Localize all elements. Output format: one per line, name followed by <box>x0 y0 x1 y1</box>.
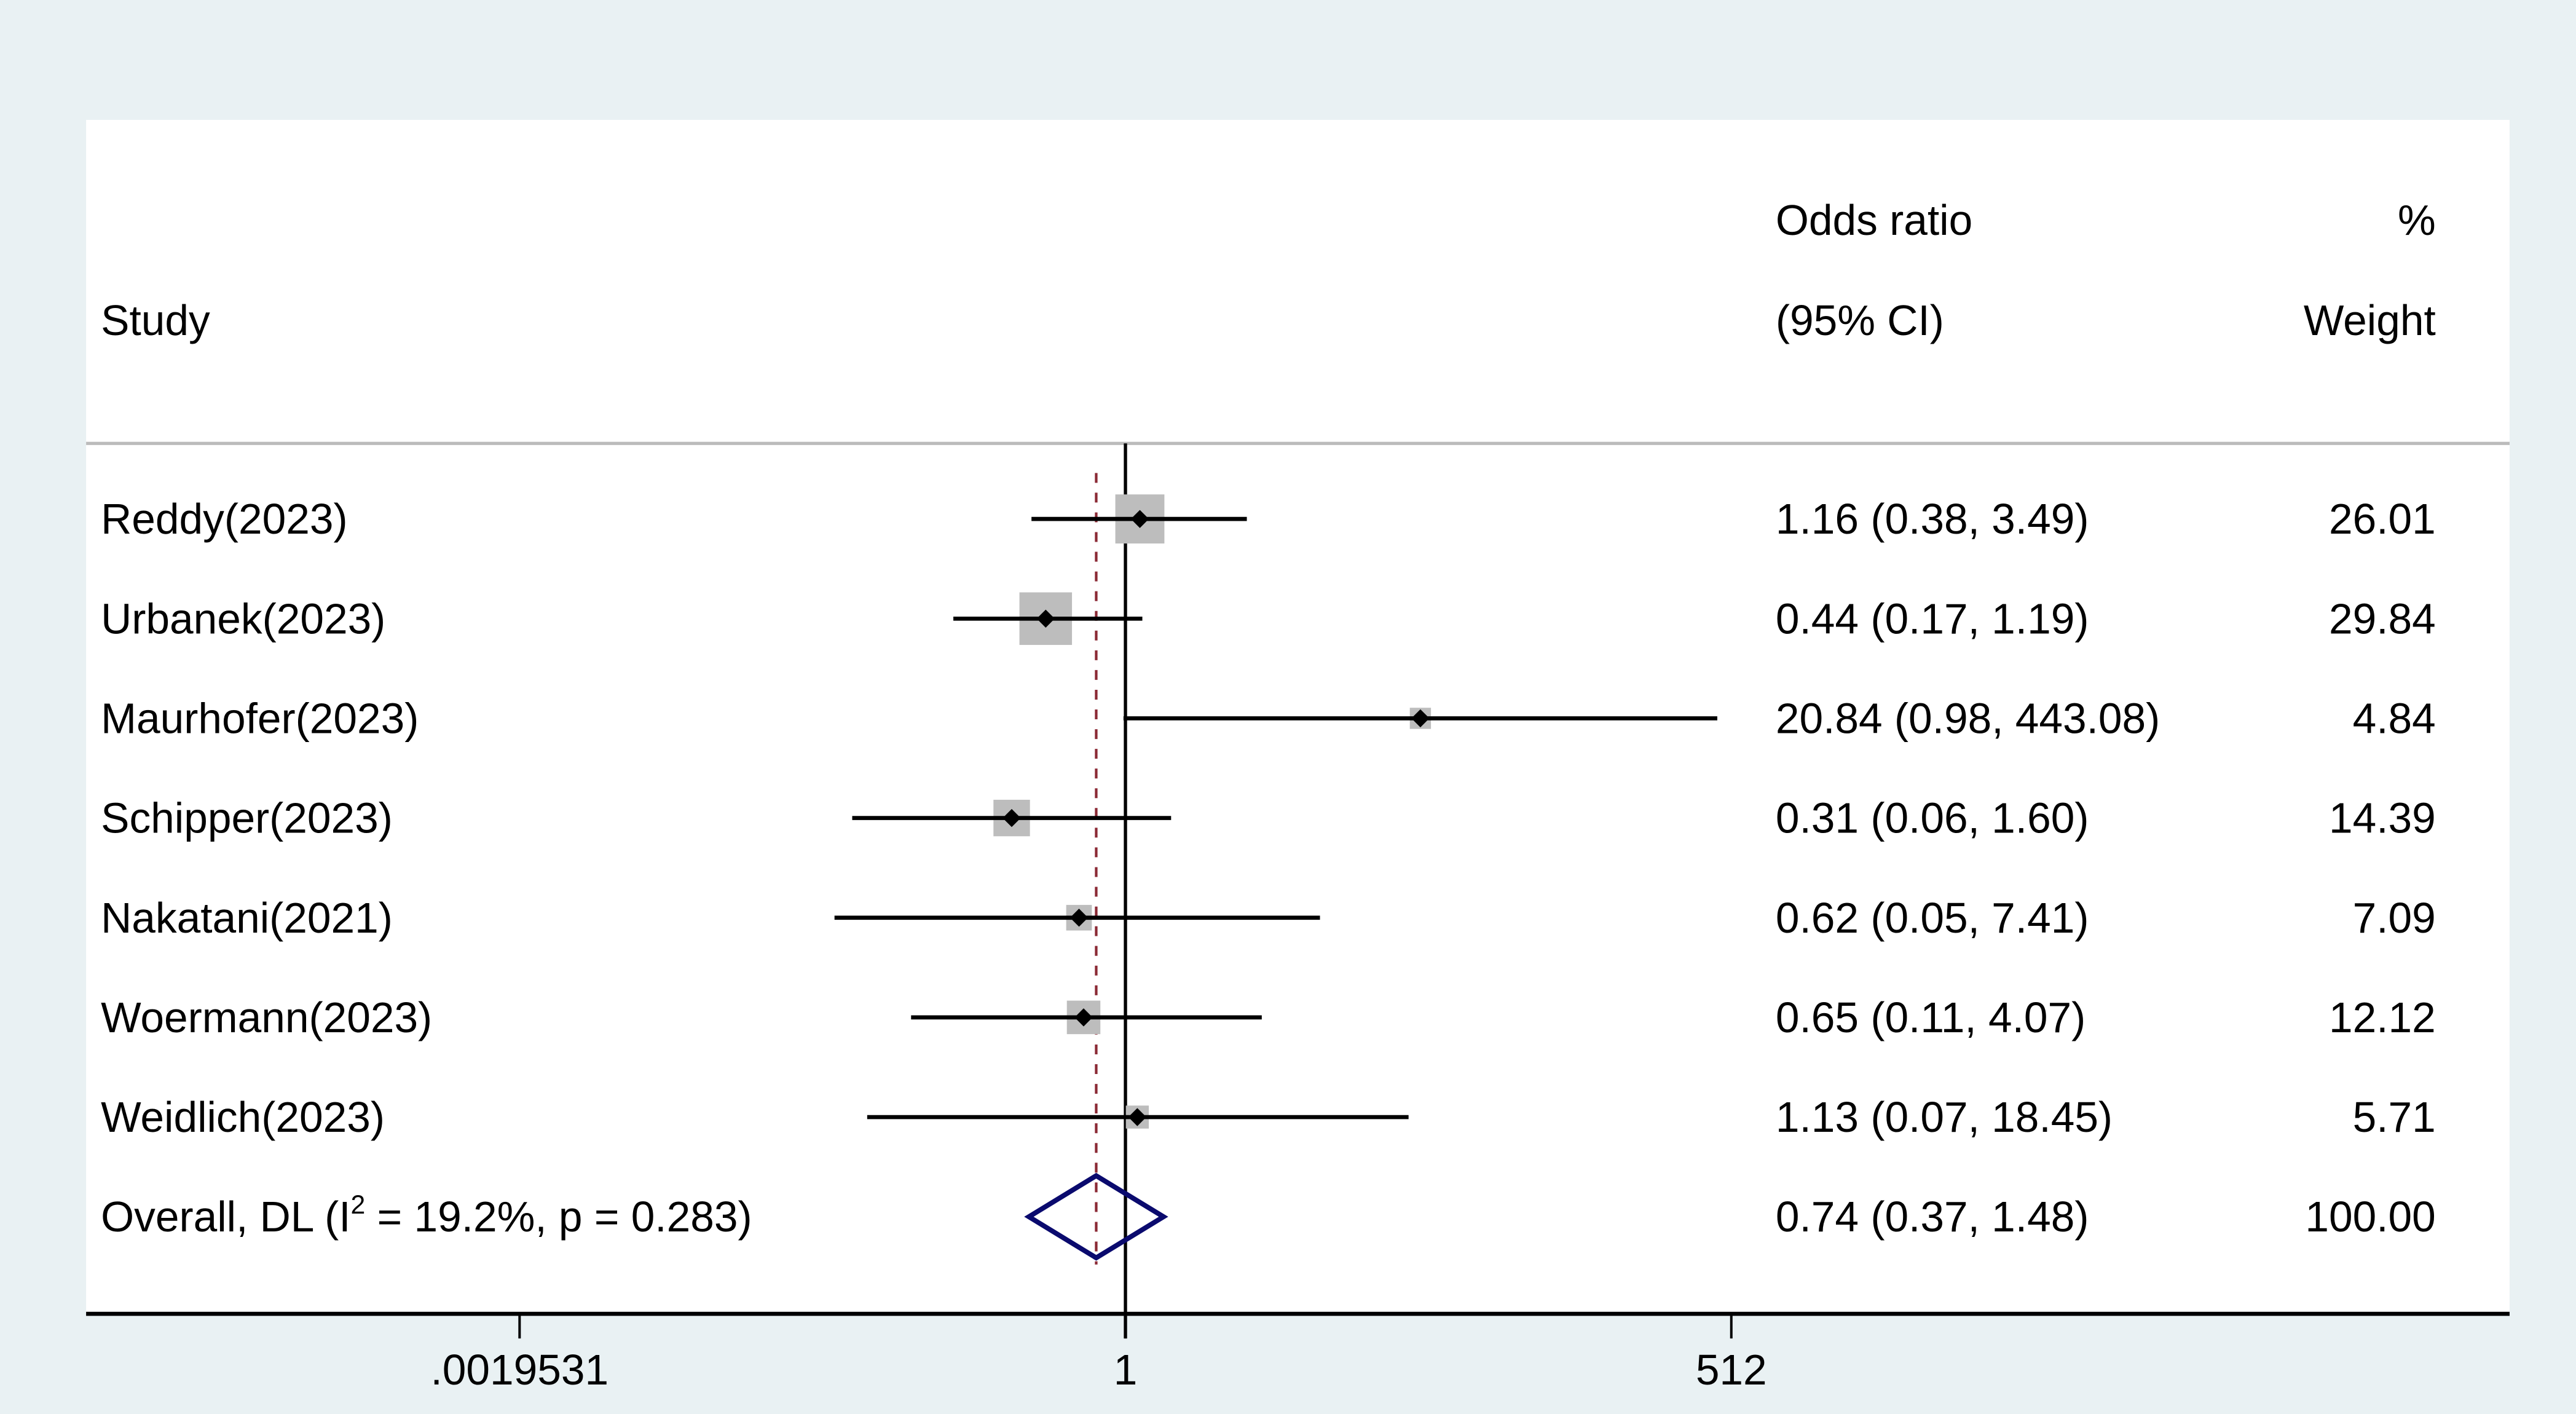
study-name: Urbanek(2023) <box>101 594 385 642</box>
study-row: Urbanek(2023) 0.44 (0.17, 1.19) 29.84 <box>101 592 2436 646</box>
study-weight: 5.71 <box>2353 1093 2436 1141</box>
point-estimate <box>1128 1108 1147 1126</box>
study-name: Weidlich(2023) <box>101 1093 385 1141</box>
study-weight: 7.09 <box>2353 894 2436 942</box>
header-weight-percent: % <box>2398 196 2436 244</box>
odds-ratio-ci: 0.62 (0.05, 7.41) <box>1776 894 2089 942</box>
study-row: Reddy(2023) 1.16 (0.38, 3.49) 26.01 <box>101 494 2436 544</box>
overall-odds-ratio-ci: 0.74 (0.37, 1.48) <box>1776 1193 2089 1241</box>
study-weight: 26.01 <box>2329 495 2436 543</box>
header-odds-ratio: Odds ratio <box>1776 196 1972 244</box>
overall-label-suffix: = 19.2%, p = 0.283) <box>365 1193 752 1241</box>
header-study: Study <box>101 296 210 344</box>
study-weight: 29.84 <box>2329 594 2436 642</box>
study-name: Maurhofer(2023) <box>101 694 419 742</box>
header-weight: Weight <box>2304 296 2436 344</box>
study-name: Reddy(2023) <box>101 495 347 543</box>
study-row: Schipper(2023) 0.31 (0.06, 1.60) 14.39 <box>101 794 2436 842</box>
overall-diamond <box>1024 1172 1168 1261</box>
x-axis-tick-label: 1 <box>1114 1346 1138 1394</box>
study-weight: 12.12 <box>2329 993 2436 1041</box>
header-ci: (95% CI) <box>1776 296 1944 344</box>
odds-ratio-ci: 1.16 (0.38, 3.49) <box>1776 495 2089 543</box>
odds-ratio-ci: 0.31 (0.06, 1.60) <box>1776 794 2089 842</box>
study-weight: 14.39 <box>2329 794 2436 842</box>
overall-label: Overall, DL (I2 = 19.2%, p = 0.283) <box>101 1190 752 1241</box>
study-row: Weidlich(2023) 1.13 (0.07, 18.45) 5.71 <box>101 1093 2436 1141</box>
study-name: Schipper(2023) <box>101 794 393 842</box>
study-name: Nakatani(2021) <box>101 894 393 942</box>
study-row: Nakatani(2021) 0.62 (0.05, 7.41) 7.09 <box>101 894 2436 942</box>
overall-label-prefix: Overall, DL (I <box>101 1193 350 1241</box>
overall-row: Overall, DL (I2 = 19.2%, p = 0.283) 0.74 … <box>101 1172 2436 1261</box>
point-estimate <box>1002 808 1021 827</box>
study-row: Woermann(2023) 0.65 (0.11, 4.07) 12.12 <box>101 993 2436 1041</box>
odds-ratio-ci: 1.13 (0.07, 18.45) <box>1776 1093 2113 1141</box>
study-row: Maurhofer(2023) 20.84 (0.98, 443.08) 4.84 <box>101 694 2436 742</box>
point-estimate <box>1074 1008 1093 1027</box>
study-weight: 4.84 <box>2353 694 2436 742</box>
odds-ratio-ci: 0.65 (0.11, 4.07) <box>1776 993 2086 1041</box>
odds-ratio-ci: 0.44 (0.17, 1.19) <box>1776 594 2089 642</box>
odds-ratio-ci: 20.84 (0.98, 443.08) <box>1776 694 2160 742</box>
overall-weight: 100.00 <box>2305 1193 2435 1241</box>
study-name: Woermann(2023) <box>101 993 432 1041</box>
x-axis-tick-label: 512 <box>1696 1346 1767 1394</box>
point-estimate <box>1130 510 1149 528</box>
x-axis-tick-label: .0019531 <box>431 1346 609 1394</box>
overall-label-superscript: 2 <box>351 1190 366 1220</box>
